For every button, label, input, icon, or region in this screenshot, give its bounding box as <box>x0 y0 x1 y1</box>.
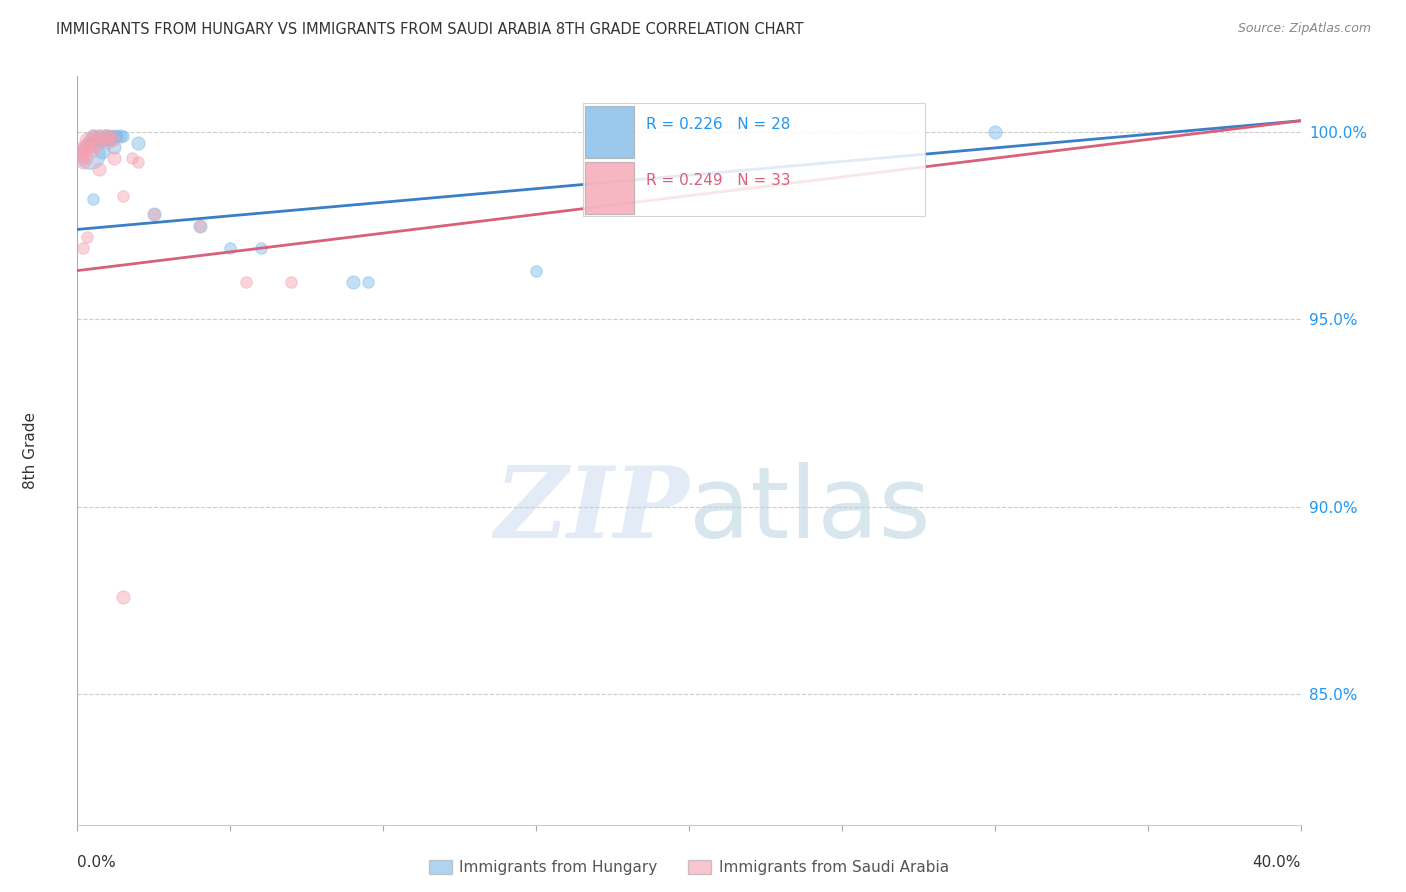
Point <box>235 275 257 289</box>
Point <box>121 151 143 165</box>
Text: ZIP: ZIP <box>494 462 689 558</box>
Point <box>79 132 101 146</box>
Point <box>72 151 94 165</box>
Point <box>250 241 273 255</box>
FancyBboxPatch shape <box>585 106 634 158</box>
Point <box>100 128 122 143</box>
FancyBboxPatch shape <box>582 103 925 216</box>
Point <box>112 128 135 143</box>
Point <box>84 136 107 151</box>
Point <box>142 207 165 221</box>
Point <box>84 132 107 146</box>
Point <box>82 144 104 158</box>
Point <box>103 140 125 154</box>
Point <box>82 128 104 143</box>
Text: atlas: atlas <box>689 462 931 559</box>
Point <box>72 155 94 169</box>
Point <box>69 147 91 161</box>
Text: 8th Grade: 8th Grade <box>24 412 38 489</box>
Point <box>984 125 1007 139</box>
Point <box>97 136 120 151</box>
Legend: Immigrants from Hungary, Immigrants from Saudi Arabia: Immigrants from Hungary, Immigrants from… <box>423 854 955 881</box>
Point <box>82 128 104 143</box>
Text: 40.0%: 40.0% <box>1253 855 1301 870</box>
Point <box>103 128 125 143</box>
Point <box>76 140 98 154</box>
Point <box>219 241 242 255</box>
Point <box>103 151 125 165</box>
Point <box>94 128 117 143</box>
Point <box>97 132 120 146</box>
Point <box>188 219 211 233</box>
Text: R = 0.226   N = 28: R = 0.226 N = 28 <box>647 117 790 132</box>
Point <box>72 140 94 154</box>
Point <box>76 151 98 165</box>
Point <box>280 275 302 289</box>
Point <box>72 241 94 255</box>
Point <box>76 136 98 151</box>
Point <box>105 128 128 143</box>
Point <box>87 128 110 143</box>
Point <box>94 128 117 143</box>
FancyBboxPatch shape <box>585 162 634 214</box>
Point <box>128 136 150 151</box>
Point <box>357 275 380 289</box>
Text: Source: ZipAtlas.com: Source: ZipAtlas.com <box>1237 22 1371 36</box>
Point <box>112 188 135 202</box>
Point <box>90 132 112 146</box>
Point <box>90 144 112 158</box>
Point <box>87 162 110 177</box>
Point <box>142 207 165 221</box>
Point <box>188 219 211 233</box>
Point <box>72 144 94 158</box>
Point <box>97 128 120 143</box>
Text: 0.0%: 0.0% <box>77 855 117 870</box>
Point <box>76 132 98 146</box>
Point <box>97 128 120 143</box>
Point <box>79 136 101 151</box>
Point <box>82 193 104 207</box>
Point <box>100 132 122 146</box>
Text: IMMIGRANTS FROM HUNGARY VS IMMIGRANTS FROM SAUDI ARABIA 8TH GRADE CORRELATION CH: IMMIGRANTS FROM HUNGARY VS IMMIGRANTS FR… <box>56 22 804 37</box>
Point <box>103 132 125 146</box>
Point <box>524 263 547 277</box>
Point <box>108 128 131 143</box>
Point <box>90 132 112 146</box>
Point <box>87 128 110 143</box>
Point <box>76 230 98 244</box>
Point <box>112 590 135 604</box>
Point <box>342 275 364 289</box>
Point <box>69 144 91 158</box>
Point <box>100 128 122 143</box>
Point <box>79 147 101 161</box>
Point <box>128 155 150 169</box>
Point <box>79 140 101 154</box>
Text: R = 0.249   N = 33: R = 0.249 N = 33 <box>647 173 790 188</box>
